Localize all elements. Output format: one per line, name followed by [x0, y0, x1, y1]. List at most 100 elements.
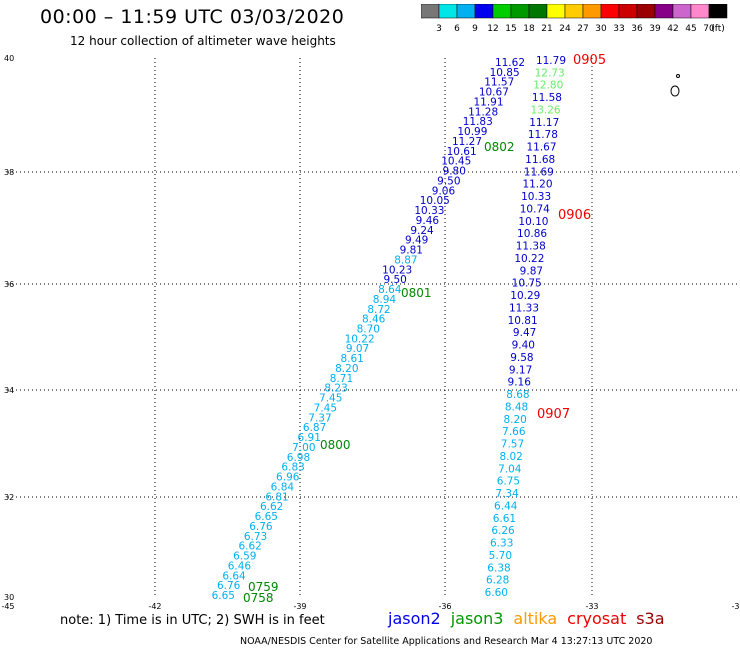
time-label-0800: 0800 — [320, 438, 351, 452]
swh-value-left: 7.00 — [292, 442, 315, 454]
swh-value-left: 10.85 — [490, 67, 520, 79]
swh-value-right: 10.81 — [508, 315, 538, 327]
swh-value-right: 11.78 — [528, 129, 558, 141]
swh-value-left: 6.62 — [260, 501, 283, 513]
colorbar-label: 33 — [613, 24, 624, 34]
swh-value-left: 7.37 — [308, 412, 331, 424]
swh-value-right: 5.70 — [489, 550, 512, 562]
swh-value-left: 8.23 — [324, 383, 347, 395]
swh-value-left: 6.65 — [255, 511, 278, 523]
colorbar-label: 21 — [541, 24, 552, 34]
swh-value-left: 11.28 — [468, 106, 498, 118]
swh-value-left: 6.64 — [222, 570, 246, 582]
graticule — [8, 58, 738, 597]
swh-value-left: 6.83 — [281, 462, 304, 474]
swh-value-right: 11.33 — [509, 302, 539, 314]
swh-value-right: 6.44 — [494, 500, 518, 512]
swh-value-left: 9.46 — [416, 215, 440, 227]
satellite-legend: jason2 jason3 altika cryosat s3a — [388, 609, 675, 628]
colorbar-label: 18 — [523, 24, 535, 34]
colorbar-label: 24 — [559, 24, 571, 34]
swh-value-right: 6.38 — [487, 562, 510, 574]
swh-value-left: 6.91 — [298, 432, 321, 444]
wave-height-map: -45-42-39-36-33-30303234363840 11.6210.8… — [1, 53, 740, 610]
swh-value-right: 13.26 — [531, 104, 561, 116]
swh-value-right: 6.61 — [493, 513, 516, 525]
footer-note: note: 1) Time is in UTC; 2) SWH is in fe… — [60, 613, 325, 628]
swh-value-right: 10.74 — [520, 203, 550, 215]
swh-value-right: 9.16 — [508, 377, 532, 389]
swh-value-right: 9.47 — [513, 327, 536, 339]
x-tick-label: -42 — [148, 602, 161, 610]
swh-value-right: 10.33 — [521, 191, 551, 203]
colorbar-label: 3 — [436, 24, 442, 34]
swh-value-left: 8.72 — [367, 304, 390, 316]
small-island-marker — [670, 74, 680, 97]
swh-value-left: 8.71 — [330, 373, 353, 385]
swh-value-right: 11.58 — [532, 92, 562, 104]
colorbar-label: 36 — [631, 24, 643, 34]
swh-value-left: 10.61 — [447, 146, 477, 158]
swh-value-left: 11.91 — [473, 96, 503, 108]
swh-value-right: 6.28 — [486, 575, 509, 587]
y-tick-label: 34 — [4, 386, 14, 395]
swh-value-left: 11.62 — [495, 57, 525, 69]
swh-value-left: 8.20 — [335, 363, 358, 375]
swh-value-left: 9.24 — [410, 225, 434, 237]
swh-value-right: 7.04 — [498, 463, 522, 475]
colorbar-label: 9 — [472, 24, 478, 34]
swh-value-left: 8.94 — [373, 294, 397, 306]
swh-value-right: 11.20 — [522, 179, 552, 191]
colorbar-label: 30 — [595, 24, 607, 34]
swh-value-right: 6.33 — [490, 538, 513, 550]
legend-item-jason2: jason2 — [388, 609, 441, 628]
swh-value-left: 10.33 — [414, 205, 444, 217]
y-tick-label: 38 — [4, 168, 14, 177]
time-label-0906: 0906 — [558, 208, 591, 223]
x-tick-label: -39 — [293, 602, 306, 610]
swh-value-left: 6.96 — [276, 472, 300, 484]
color-scale-legend: 3 6 9 12 15 18 21 24 27 30 33 36 39 42 45 70(ft) — [421, 4, 728, 34]
x-tick-label: -30 — [731, 602, 740, 610]
swh-value-right: 10.22 — [514, 253, 544, 265]
swh-value-left: 6.59 — [233, 551, 256, 563]
swh-value-right: 9.58 — [510, 352, 533, 364]
colorbar-label: 45 — [685, 24, 696, 34]
swh-value-right: 8.02 — [499, 451, 522, 463]
swh-value-left: 9.81 — [400, 245, 423, 257]
swh-value-left: 10.67 — [479, 87, 509, 99]
colorbar-label: 39 — [649, 24, 661, 34]
legend-item-jason3: jason3 — [450, 609, 504, 628]
swh-value-left: 6.76 — [217, 580, 241, 592]
footer-credit: NOAA/NESDIS Center for Satellite Applica… — [240, 636, 653, 647]
swh-value-right: 11.79 — [536, 55, 566, 67]
swh-value-right: 6.75 — [497, 476, 520, 488]
swh-value-left: 10.22 — [345, 333, 375, 345]
swh-value-left: 6.98 — [287, 452, 310, 464]
swh-value-left: 10.05 — [420, 195, 450, 207]
x-tick-label: -45 — [1, 602, 14, 610]
swh-value-left: 8.46 — [362, 314, 386, 326]
time-label-0907: 0907 — [537, 407, 570, 422]
swh-value-left: 9.50 — [383, 274, 406, 286]
y-tick-label: 36 — [4, 280, 14, 289]
time-label-0759: 0759 — [248, 580, 279, 594]
swh-value-left: 6.87 — [303, 422, 326, 434]
colorbar-label: 42 — [667, 24, 678, 34]
swh-value-left: 6.76 — [249, 521, 273, 533]
swh-value-right: 10.86 — [517, 228, 547, 240]
legend-item-s3a: s3a — [636, 609, 665, 628]
swh-value-right: 8.20 — [503, 414, 526, 426]
swh-value-left: 9.50 — [437, 175, 460, 187]
swh-value-left: 9.07 — [346, 343, 369, 355]
legend-item-cryosat: cryosat — [567, 609, 627, 628]
y-tick-label: 30 — [4, 593, 14, 602]
swh-value-left: 9.49 — [405, 235, 428, 247]
swh-value-left: 6.46 — [228, 560, 252, 572]
swh-value-right: 11.69 — [524, 166, 554, 178]
swh-value-left: 10.23 — [382, 264, 412, 276]
swh-value-right: 6.60 — [485, 587, 508, 599]
swh-value-left: 8.64 — [378, 284, 402, 296]
swh-value-right: 10.29 — [510, 290, 540, 302]
swh-value-right: 12.80 — [533, 80, 563, 92]
